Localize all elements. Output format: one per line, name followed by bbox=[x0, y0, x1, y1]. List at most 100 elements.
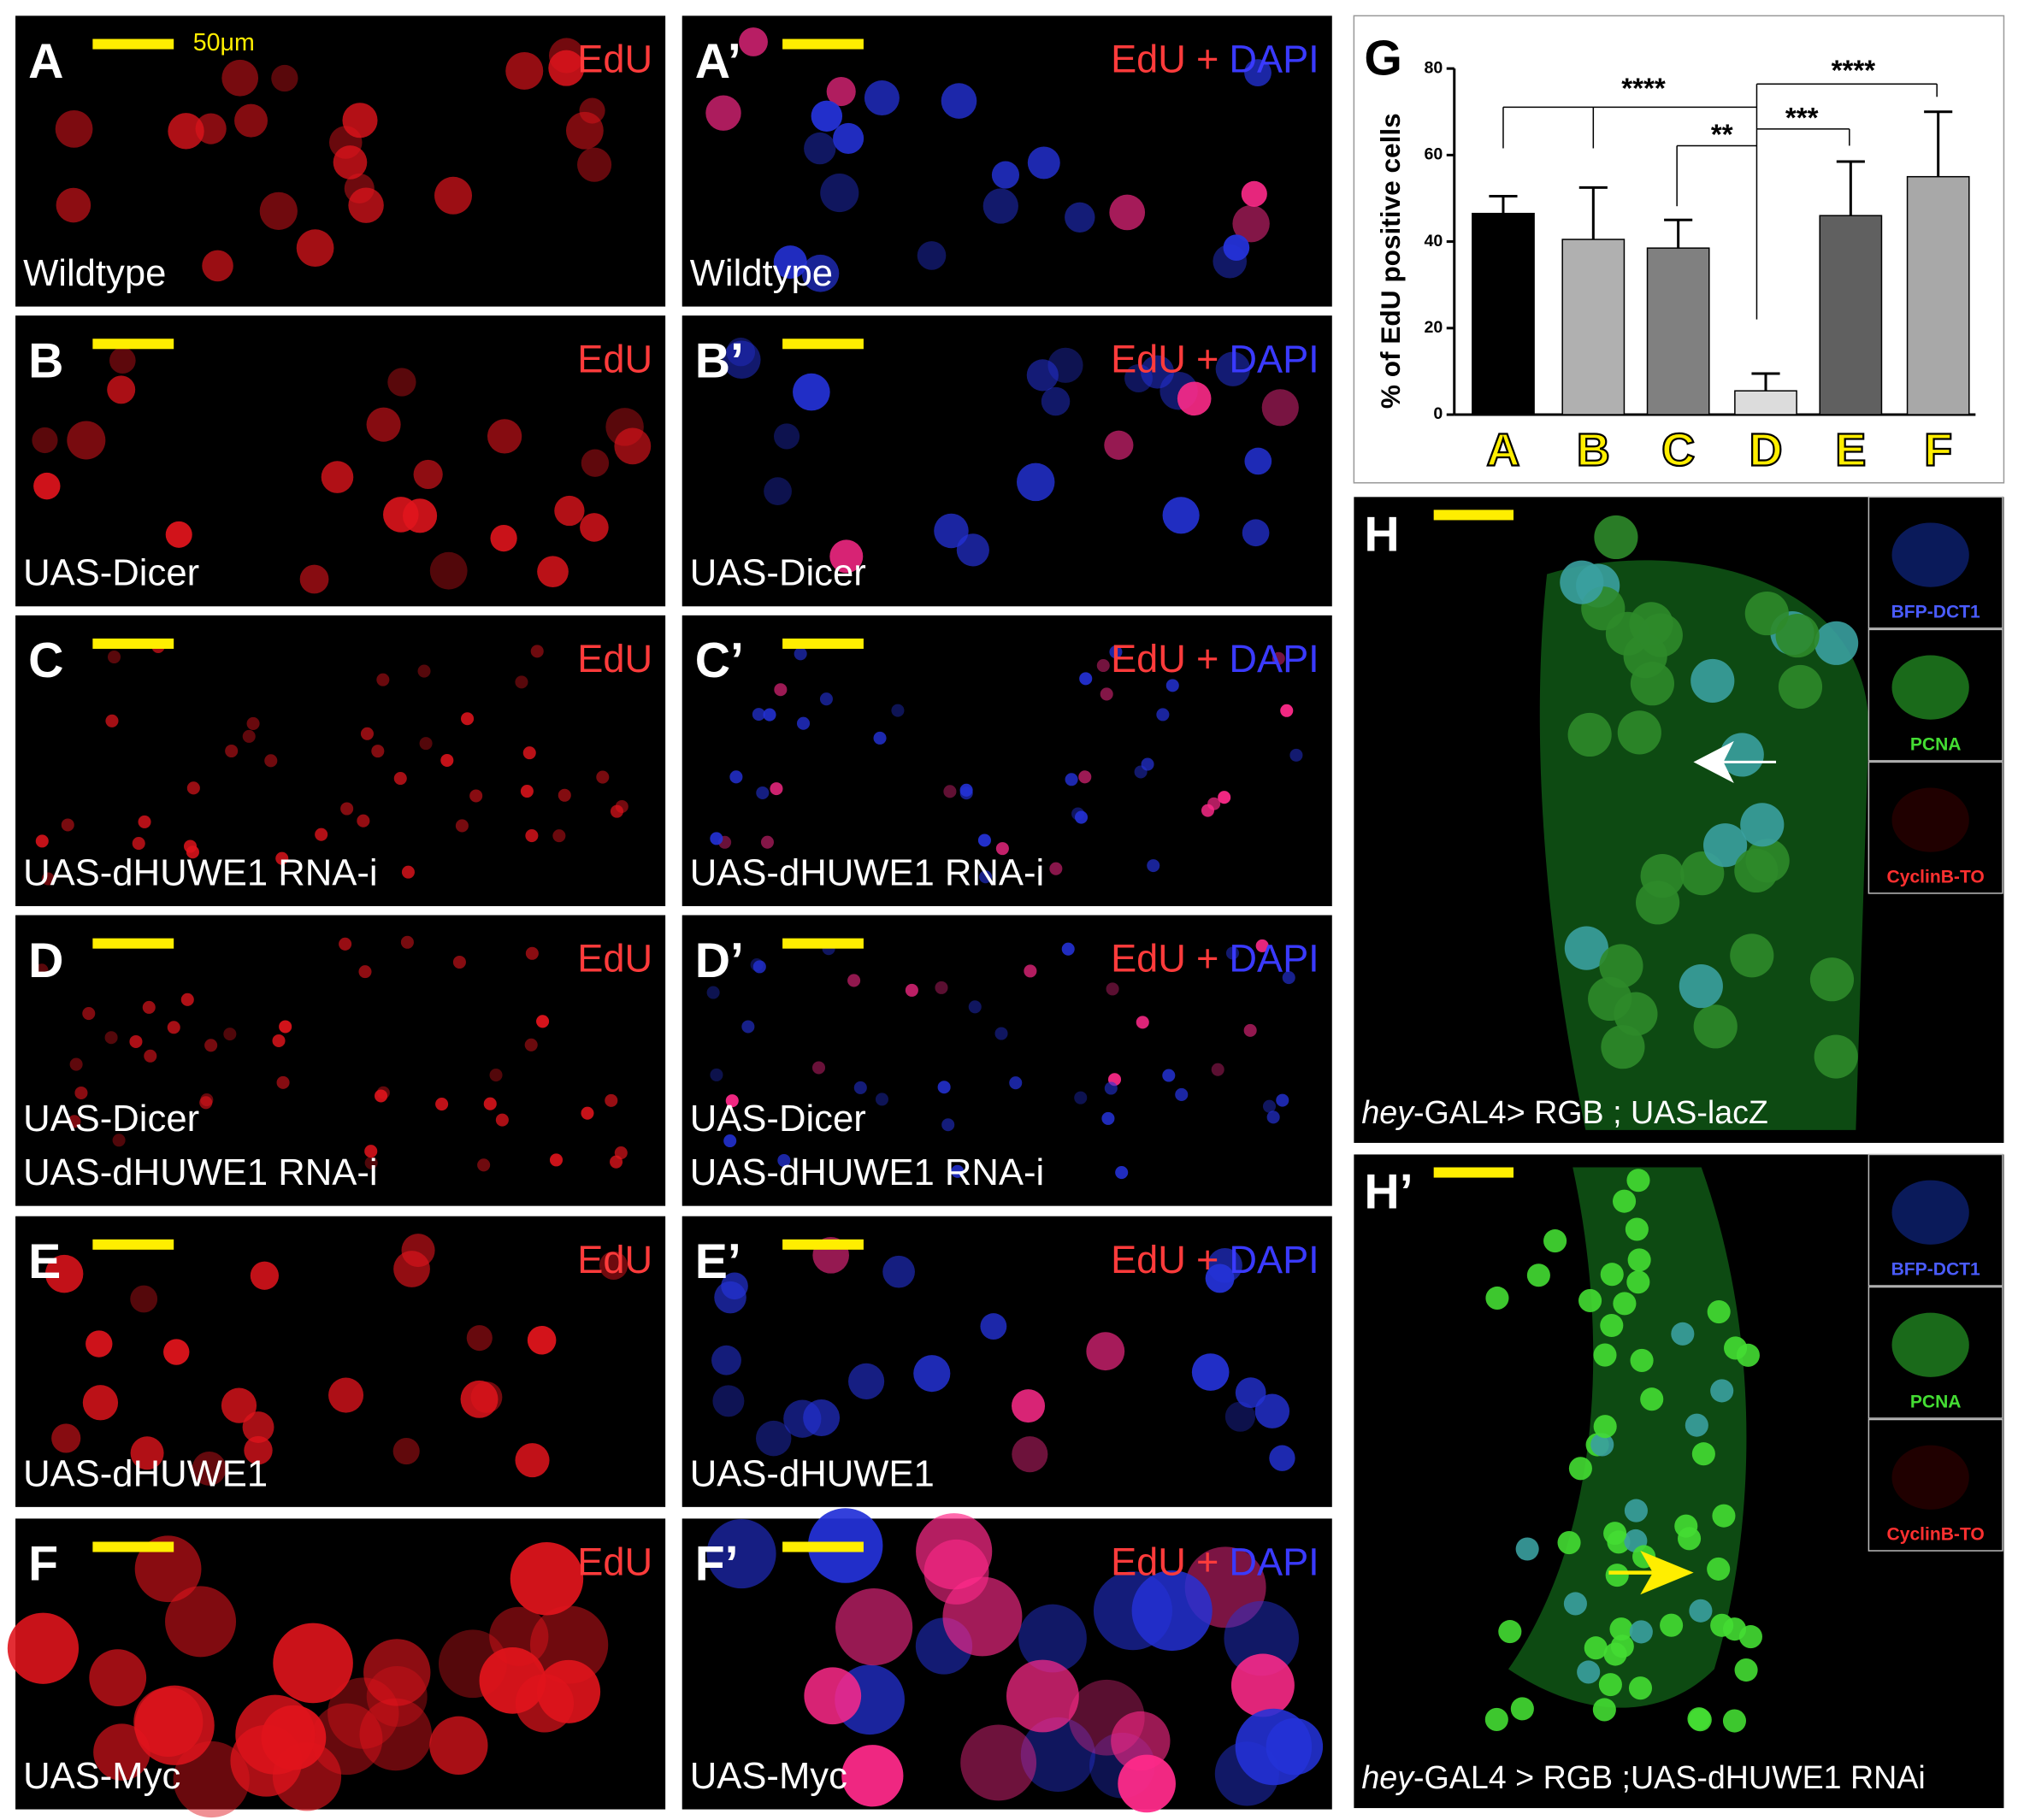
nucleus bbox=[968, 1000, 982, 1014]
nucleus bbox=[483, 1097, 497, 1110]
nucleus bbox=[835, 1588, 913, 1666]
nucleus bbox=[417, 664, 431, 678]
nucleus bbox=[1526, 1263, 1550, 1287]
bar bbox=[1472, 212, 1535, 415]
stain-part: DAPI bbox=[1229, 1540, 1319, 1584]
nucleus bbox=[461, 712, 475, 726]
nucleus bbox=[1740, 803, 1785, 847]
nucleus bbox=[770, 782, 783, 796]
nucleus bbox=[33, 472, 61, 500]
scale-bar bbox=[782, 1541, 864, 1552]
nucleus bbox=[61, 818, 74, 832]
nucleus bbox=[342, 103, 378, 138]
nucleus bbox=[1734, 848, 1779, 893]
nucleus bbox=[1201, 804, 1215, 817]
nucleus bbox=[1510, 1697, 1534, 1721]
nucleus bbox=[1165, 679, 1179, 692]
stain-part: EdU bbox=[1111, 937, 1186, 981]
nucleus bbox=[605, 408, 644, 446]
nucleus bbox=[1593, 1343, 1617, 1367]
nucleus bbox=[811, 1061, 826, 1075]
nucleus bbox=[363, 1639, 431, 1706]
nucleus bbox=[848, 1363, 885, 1399]
nucleus bbox=[204, 1039, 218, 1052]
panel-label: D’ bbox=[695, 934, 744, 988]
nucleus bbox=[1141, 757, 1154, 771]
nucleus bbox=[711, 1345, 741, 1375]
nucleus bbox=[68, 1115, 81, 1128]
nucleus bbox=[1162, 1069, 1176, 1082]
nucleus bbox=[554, 495, 585, 527]
nucleus bbox=[495, 1113, 509, 1127]
inset-nucleus bbox=[1891, 1445, 1969, 1510]
genotype: UAS-Dicer bbox=[23, 552, 199, 594]
nucleus bbox=[1261, 389, 1299, 427]
nucleus bbox=[359, 1698, 433, 1771]
stain-label: EdU + DAPI bbox=[1111, 337, 1319, 380]
nucleus bbox=[225, 744, 239, 758]
nucleus bbox=[344, 173, 375, 204]
nucleus bbox=[1012, 1389, 1046, 1423]
nucleus bbox=[69, 1057, 83, 1071]
genotype-italic: hey bbox=[1361, 1759, 1415, 1795]
nucleus bbox=[315, 828, 328, 841]
nucleus bbox=[130, 1436, 164, 1470]
stain-label: EdU + DAPI bbox=[1111, 937, 1319, 981]
nucleus bbox=[375, 1089, 388, 1103]
nucleus bbox=[1590, 1433, 1614, 1457]
nucleus bbox=[429, 551, 468, 590]
inset-label: PCNA bbox=[1910, 734, 1962, 754]
nucleus bbox=[913, 1355, 951, 1393]
nucleus bbox=[804, 1667, 862, 1725]
stain-part: DAPI bbox=[1229, 937, 1319, 981]
nucleus bbox=[752, 960, 766, 974]
nucleus bbox=[419, 737, 433, 751]
nucleus bbox=[51, 1423, 81, 1453]
nucleus bbox=[366, 1665, 428, 1727]
nucleus bbox=[44, 1254, 84, 1293]
nucleus bbox=[803, 1399, 841, 1436]
nucleus bbox=[470, 1381, 503, 1413]
nucleus bbox=[599, 1251, 628, 1280]
panel-label: B bbox=[28, 333, 63, 388]
nucleus bbox=[104, 1031, 118, 1045]
nucleus bbox=[1814, 1034, 1858, 1079]
nucleus bbox=[1020, 1717, 1095, 1793]
nucleus bbox=[706, 1518, 776, 1589]
nucleus bbox=[1738, 1625, 1762, 1649]
nucleus bbox=[977, 833, 991, 847]
nucleus bbox=[1689, 1599, 1713, 1623]
nucleus bbox=[505, 51, 544, 90]
scale-bar bbox=[92, 938, 174, 949]
y-tick-label: 0 bbox=[1433, 404, 1443, 423]
nucleus bbox=[35, 963, 49, 977]
stain-part: EdU bbox=[1111, 38, 1186, 81]
nucleus bbox=[1266, 1717, 1324, 1776]
nucleus bbox=[605, 1093, 618, 1107]
nucleus bbox=[1557, 1531, 1581, 1555]
nucleus bbox=[1254, 1393, 1290, 1428]
nucleus bbox=[82, 1007, 96, 1021]
nucleus bbox=[358, 965, 372, 979]
nucleus bbox=[793, 373, 830, 411]
nucleus bbox=[980, 1313, 1007, 1340]
nucleus bbox=[469, 789, 483, 803]
nucleus bbox=[1223, 234, 1250, 262]
nucleus bbox=[614, 1146, 628, 1160]
stain-part: EdU bbox=[1111, 337, 1186, 380]
nucleus bbox=[1722, 1709, 1747, 1733]
nucleus bbox=[1280, 704, 1294, 717]
nucleus bbox=[272, 1034, 286, 1047]
nucleus bbox=[941, 83, 977, 119]
nucleus bbox=[440, 753, 454, 768]
panel-label: A’ bbox=[695, 34, 741, 89]
nucleus bbox=[515, 1443, 550, 1478]
nucleus bbox=[1578, 1288, 1602, 1312]
y-tick-label: 20 bbox=[1424, 318, 1443, 337]
nucleus bbox=[536, 1015, 550, 1028]
stain-label: EdU bbox=[577, 337, 652, 380]
panel-label: A bbox=[28, 34, 63, 89]
nucleus bbox=[1241, 180, 1267, 207]
nucleus bbox=[1272, 651, 1285, 665]
panel-label: G bbox=[1364, 32, 1401, 86]
